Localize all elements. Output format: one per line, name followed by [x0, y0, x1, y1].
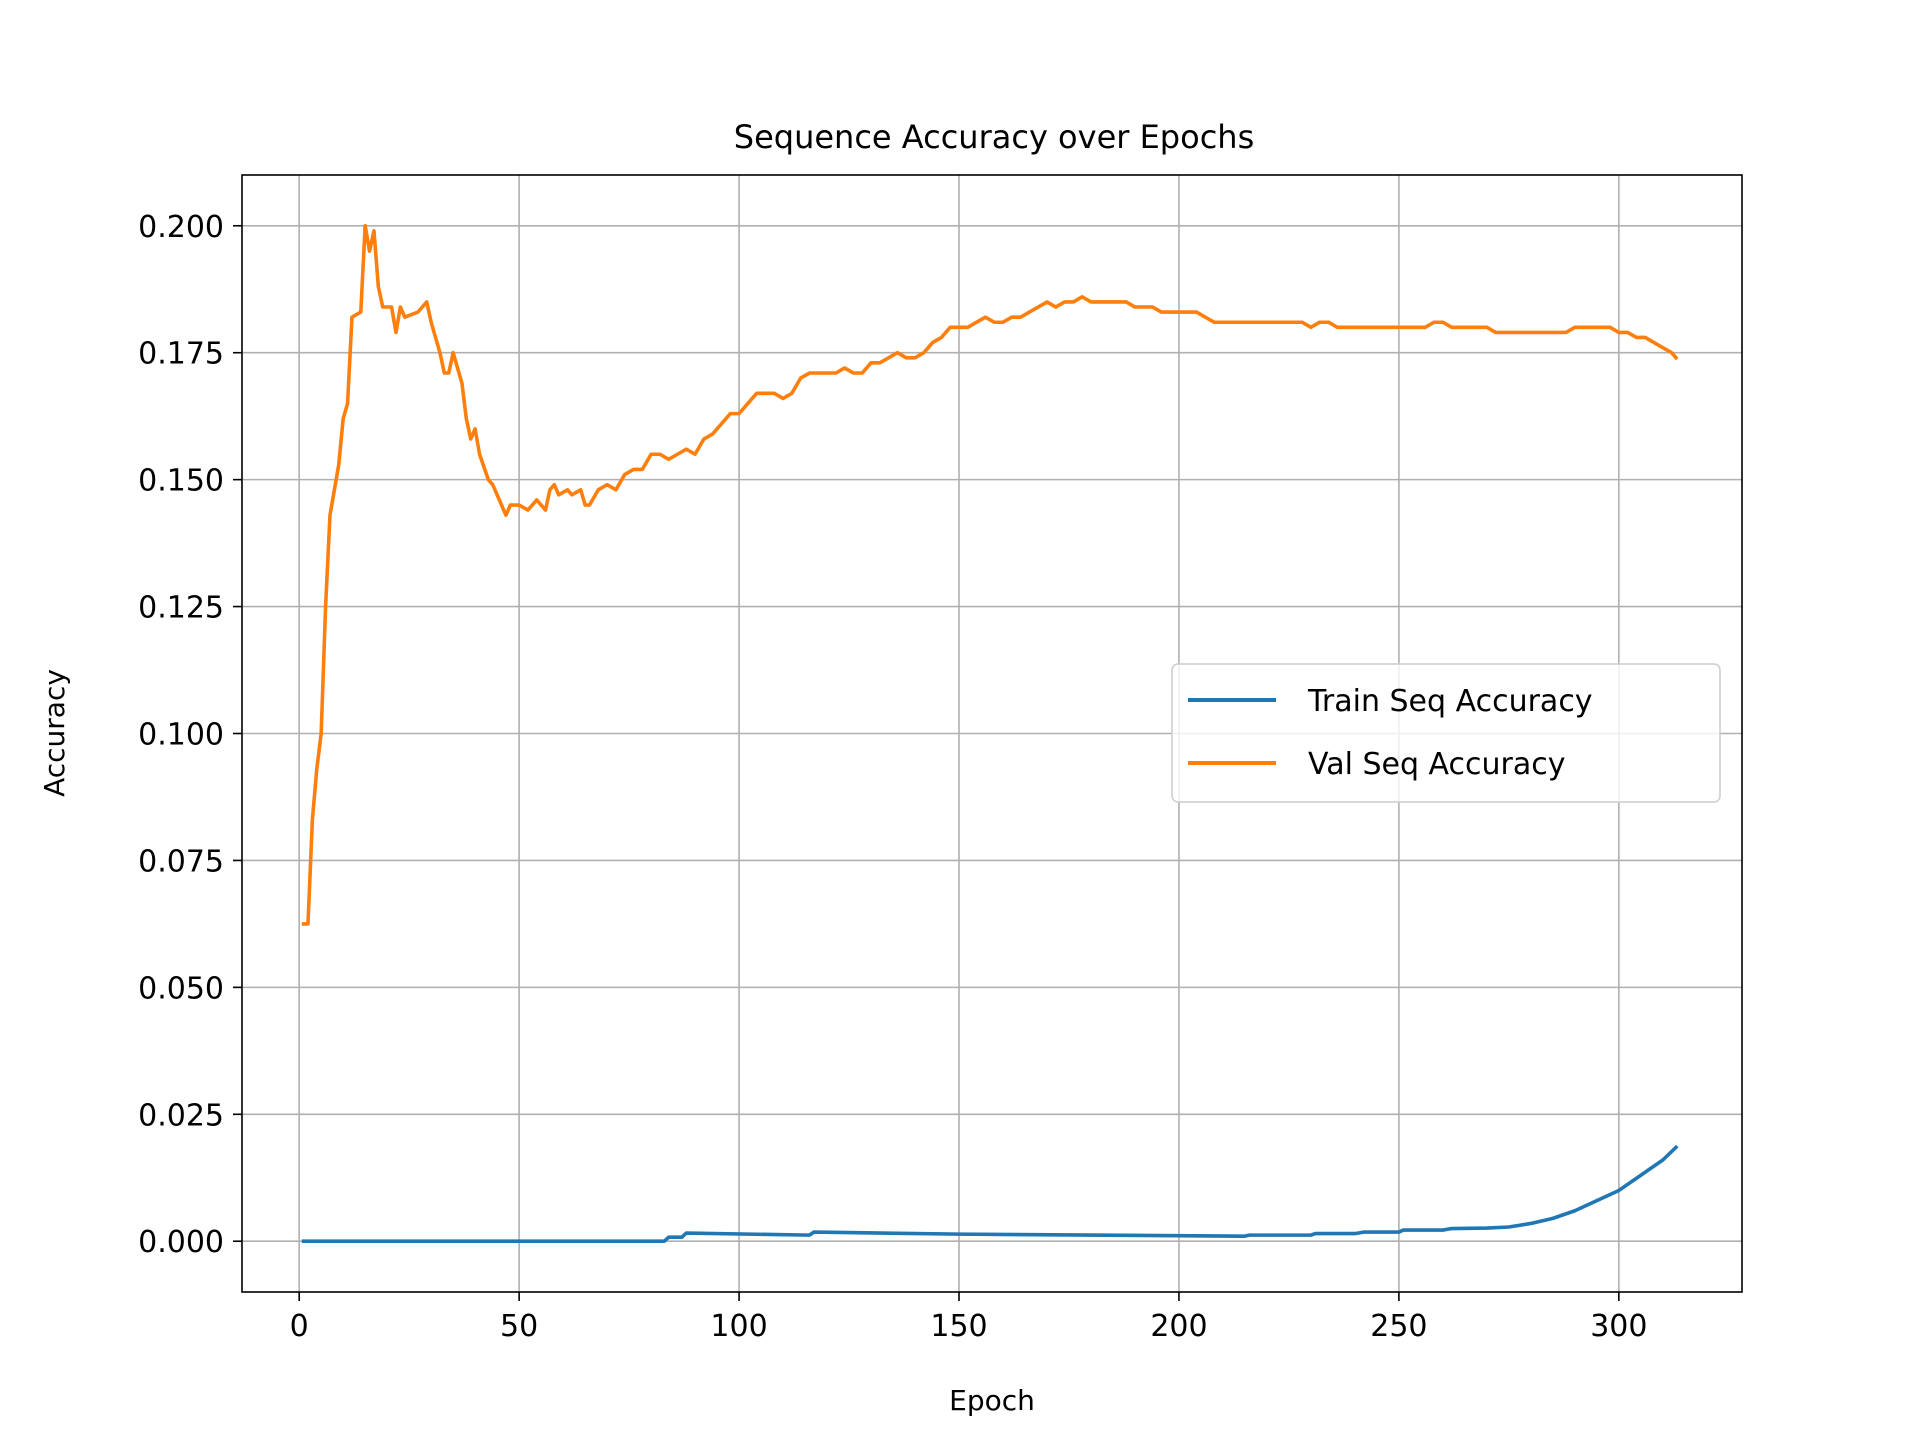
x-tick-label: 50 [500, 1309, 538, 1344]
x-tick-label: 150 [930, 1309, 987, 1344]
axis-ticks: 0 50 100 150 200 250 300 0.000 0.025 0.050 0.075 0.… [138, 210, 1647, 1344]
x-tick-label: 100 [710, 1309, 767, 1344]
legend: Train Seq Accuracy Val Seq Accuracy [1171, 663, 1721, 803]
train-seq-accuracy-line [301, 1144, 1679, 1244]
y-tick-label: 0.175 [138, 337, 224, 372]
series-lines [301, 223, 1679, 1244]
val-seq-accuracy-line [301, 223, 1679, 926]
y-tick-label: 0.125 [138, 591, 224, 626]
y-tick-label: 0.200 [138, 210, 224, 245]
y-tick-label: 0.025 [138, 1098, 224, 1133]
y-axis-label: Accuracy [38, 669, 71, 797]
y-tick-label: 0.050 [138, 971, 224, 1006]
legend-label-train: Train Seq Accuracy [1307, 684, 1593, 719]
x-tick-label: 0 [290, 1309, 309, 1344]
x-tick-label: 200 [1150, 1309, 1207, 1344]
chart-title: Sequence Accuracy over Epochs [734, 118, 1254, 156]
legend-box [1171, 663, 1721, 803]
x-tick-label: 250 [1370, 1309, 1427, 1344]
y-tick-label: 0.100 [138, 718, 224, 753]
y-tick-label: 0.150 [138, 464, 224, 499]
y-tick-label: 0.000 [138, 1225, 224, 1260]
legend-label-val: Val Seq Accuracy [1308, 747, 1566, 782]
y-tick-label: 0.075 [138, 844, 224, 879]
x-tick-label: 300 [1590, 1309, 1647, 1344]
x-axis-label: Epoch [949, 1384, 1035, 1417]
